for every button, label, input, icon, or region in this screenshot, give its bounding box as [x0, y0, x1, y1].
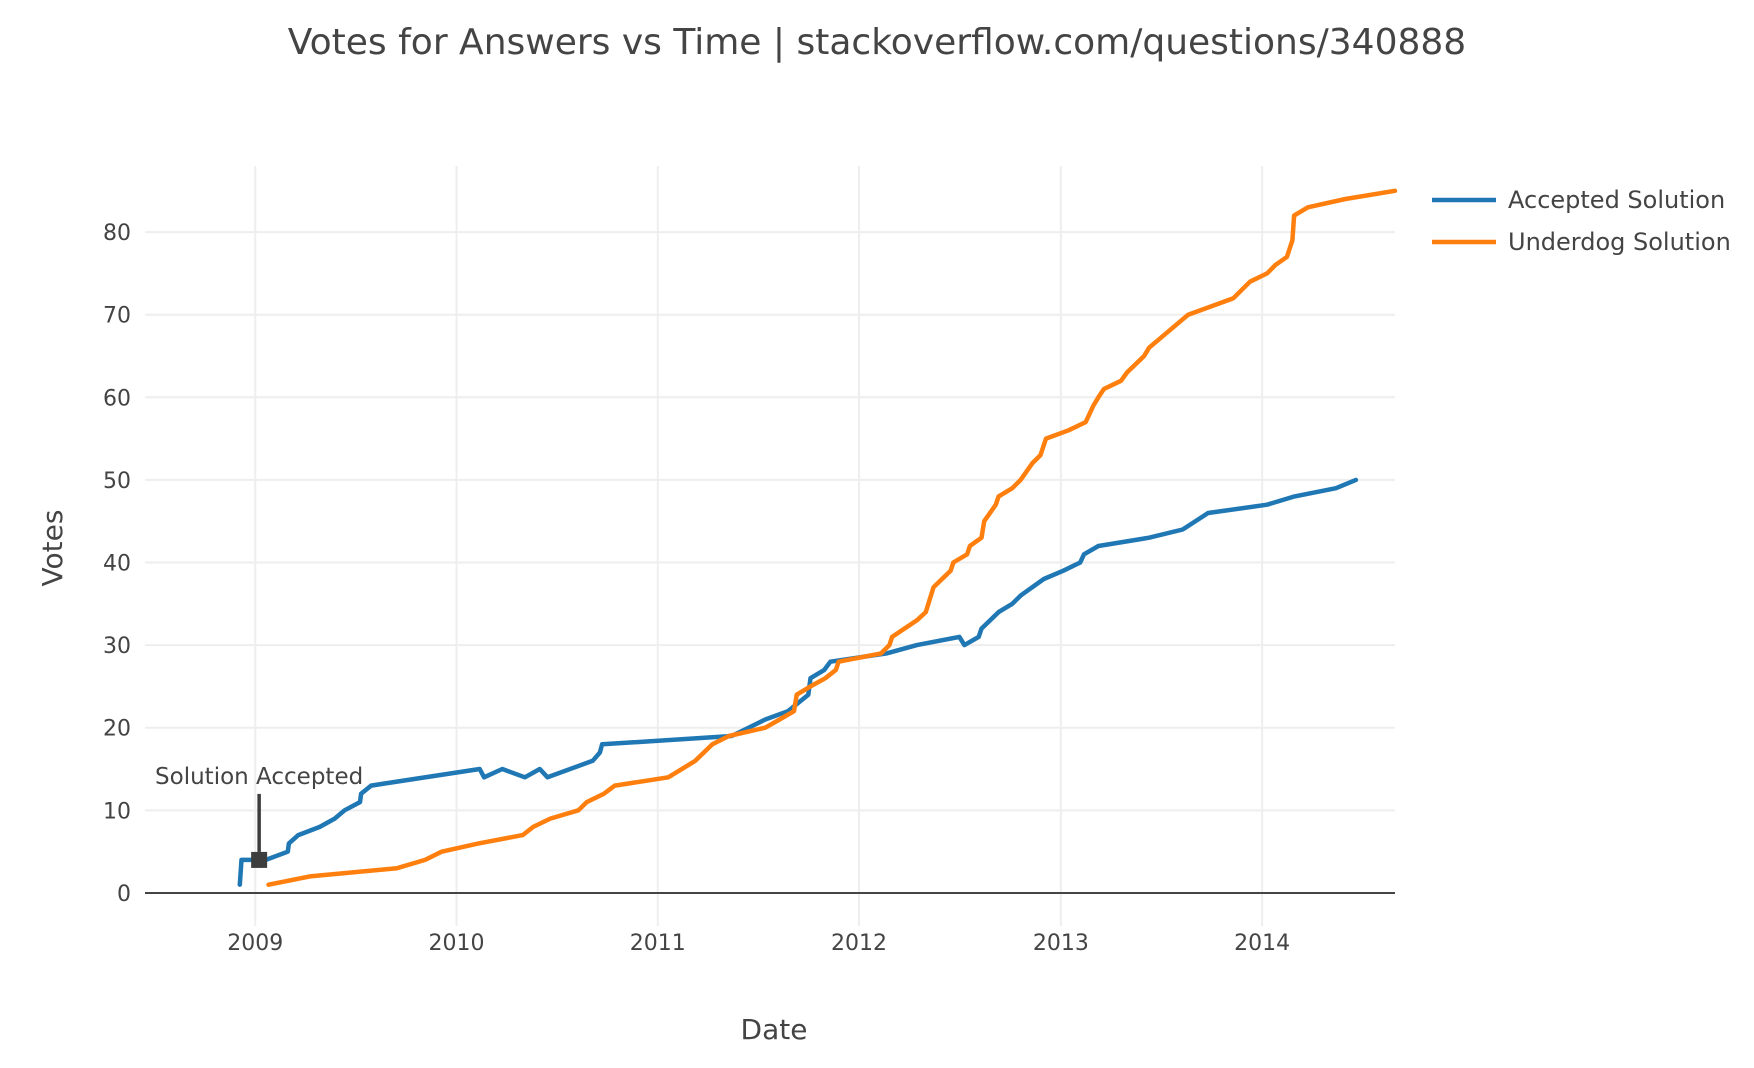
y-tick-label: 60	[103, 386, 131, 411]
annotation-layer: Solution Accepted	[155, 764, 363, 868]
x-tick-label: 2009	[227, 931, 283, 956]
chart-title: Votes for Answers vs Time | stackoverflo…	[288, 22, 1466, 63]
x-tick-label: 2011	[630, 931, 686, 956]
legend-item[interactable]: Underdog Solution	[1432, 228, 1731, 256]
series-line-accepted-solution	[237, 477, 1359, 887]
x-tick-label: 2013	[1033, 931, 1089, 956]
series-line-underdog-solution	[266, 188, 1398, 887]
y-axis-title: Votes	[36, 510, 69, 587]
annotation-label: Solution Accepted	[155, 764, 363, 790]
y-tick-label: 80	[103, 221, 131, 246]
axis-layer: 0 10 20 30 40 50 60 70 80 2009 2010 2011 2012 2013 201…	[103, 221, 1395, 956]
y-tick-label: 70	[103, 304, 131, 329]
x-tick-label: 2010	[429, 931, 485, 956]
x-axis-title: Date	[741, 1013, 808, 1046]
y-tick-label: 30	[103, 634, 131, 659]
grid-layer	[145, 166, 1395, 926]
y-tick-label: 50	[103, 469, 131, 494]
legend-item[interactable]: Accepted Solution	[1432, 186, 1725, 214]
legend: Accepted Solution Underdog Solution	[1432, 186, 1731, 256]
legend-label: Underdog Solution	[1508, 228, 1731, 256]
y-tick-label: 0	[117, 882, 131, 907]
y-tick-label: 40	[103, 552, 131, 577]
x-tick-label: 2014	[1234, 931, 1290, 956]
y-tick-label: 10	[103, 799, 131, 824]
legend-label: Accepted Solution	[1508, 186, 1725, 214]
series-layer	[237, 188, 1398, 887]
annotation-marker	[251, 851, 268, 868]
y-tick-label: 20	[103, 717, 131, 742]
x-tick-label: 2012	[831, 931, 887, 956]
